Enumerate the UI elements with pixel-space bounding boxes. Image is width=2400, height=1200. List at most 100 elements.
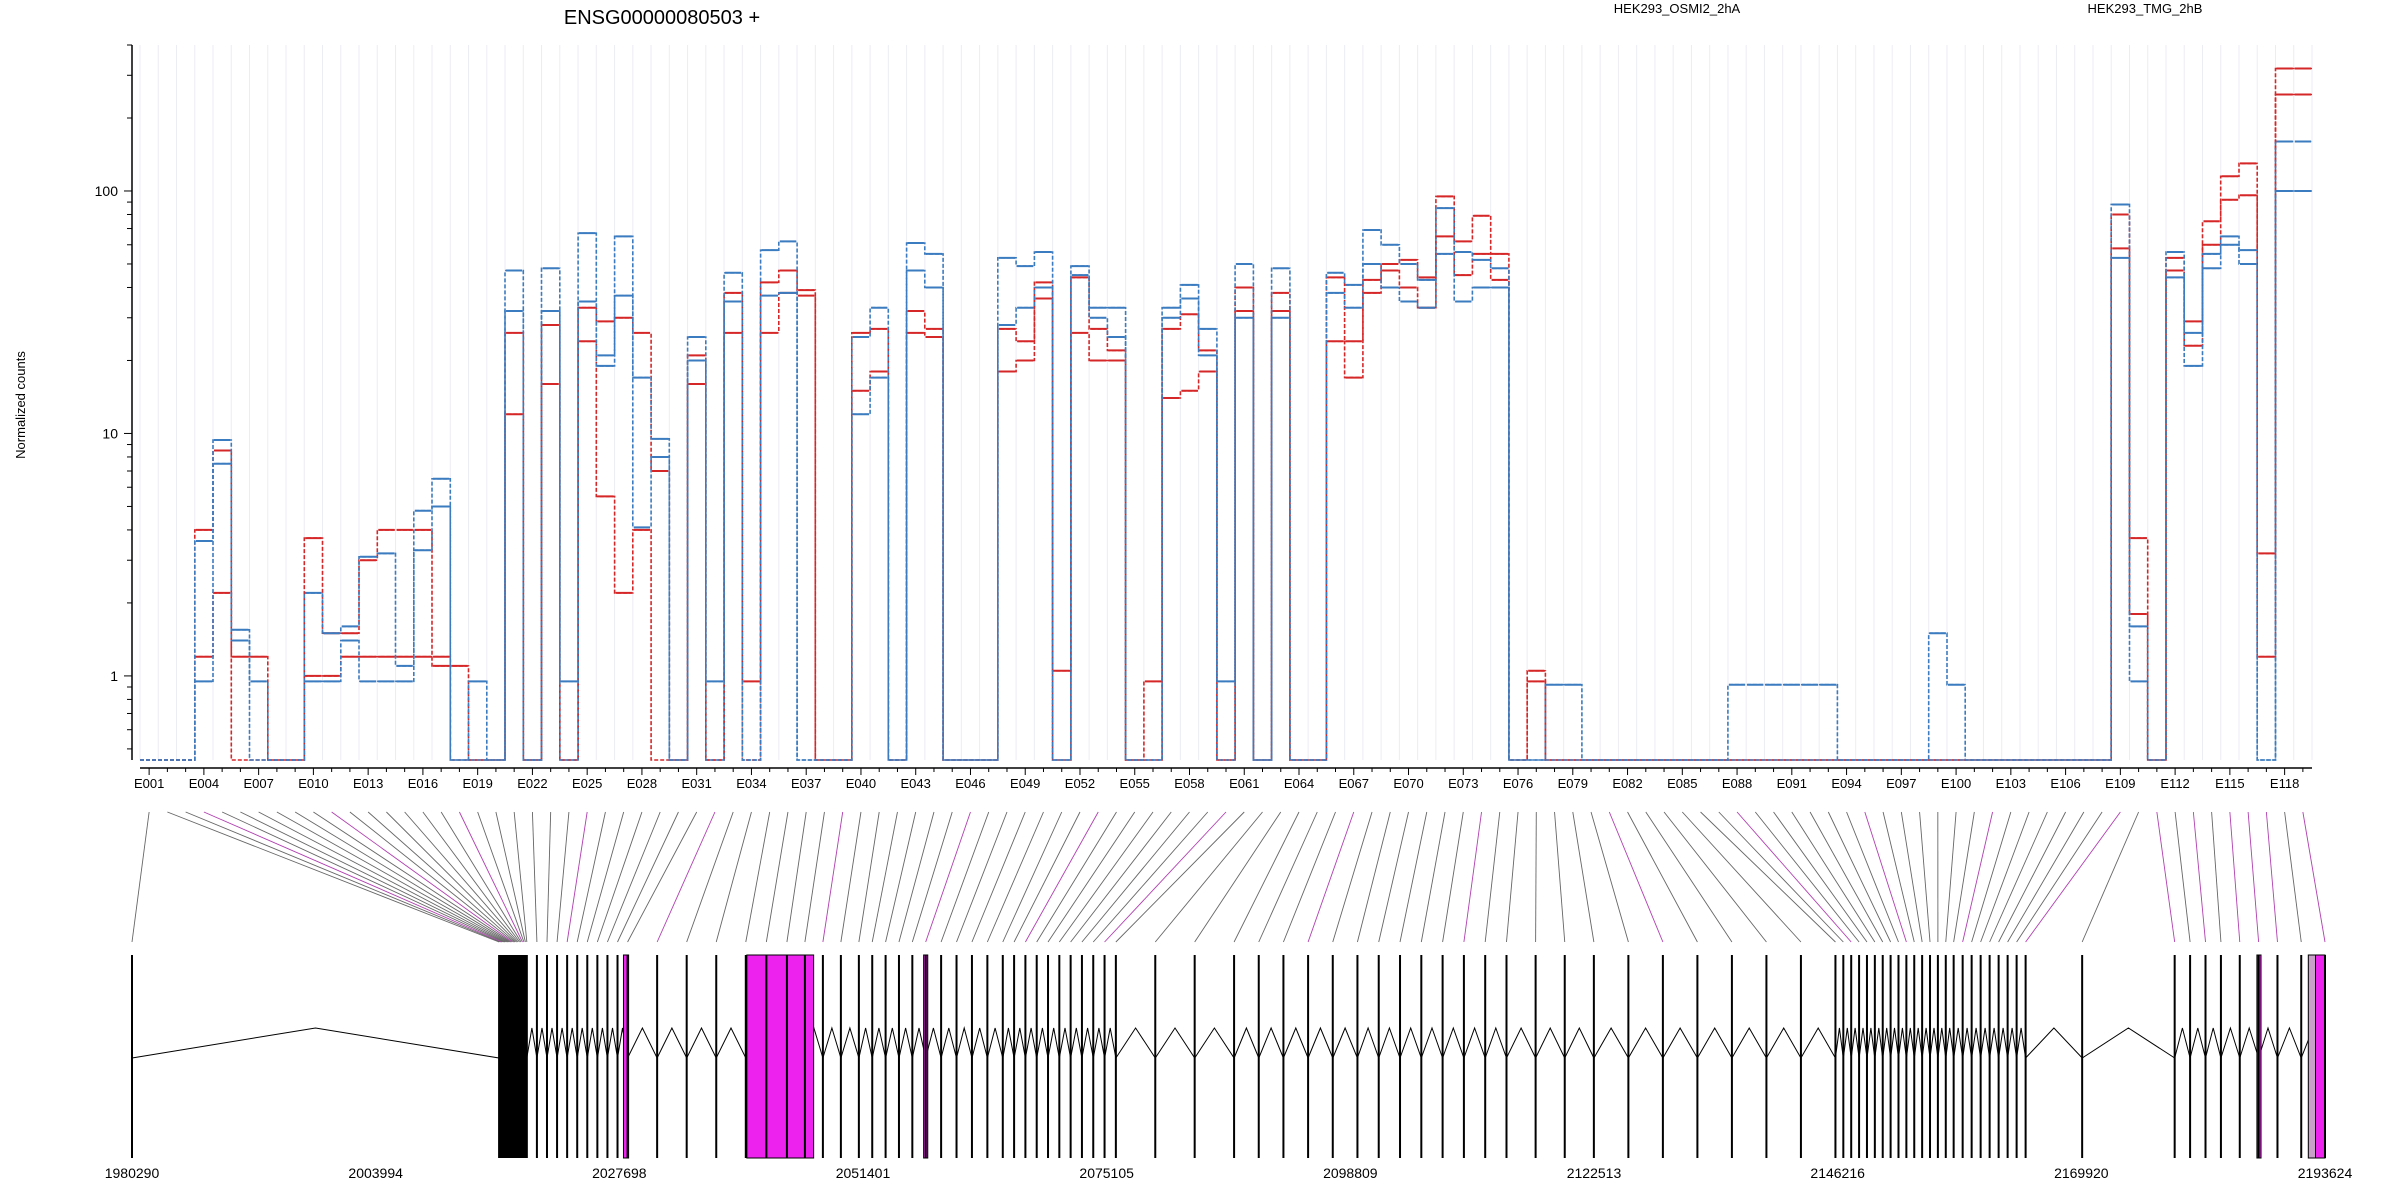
exon-connector bbox=[1484, 811, 1501, 943]
exon-connector bbox=[1980, 811, 2030, 943]
chart-title: ENSG00000080503 + bbox=[564, 7, 760, 29]
genomic-tick-label: 2075105 bbox=[1079, 1165, 1134, 1181]
series-line-osmi_high bbox=[140, 67, 2312, 761]
exon-connector bbox=[2025, 811, 2121, 943]
x-tick-label: E058 bbox=[1174, 776, 1204, 791]
exon-connector bbox=[1420, 811, 1446, 943]
x-tick-label: E073 bbox=[1448, 776, 1478, 791]
exon-connector bbox=[898, 811, 935, 943]
exon-connector bbox=[1864, 811, 1907, 943]
exon-connector bbox=[2174, 811, 2191, 943]
x-tick-label: E115 bbox=[2215, 776, 2244, 791]
gene-model bbox=[131, 954, 2326, 1159]
exon-connector bbox=[1283, 811, 1336, 943]
exon-connector bbox=[1013, 811, 1081, 943]
intron-path bbox=[131, 1026, 2326, 1060]
exon-connector bbox=[804, 811, 825, 943]
exon-connector bbox=[167, 811, 500, 943]
exon-connector bbox=[1736, 811, 1852, 943]
exon-connector bbox=[1945, 811, 1957, 943]
exon-connector bbox=[1258, 811, 1318, 943]
exon-connector bbox=[1058, 811, 1154, 943]
x-tick-label: E016 bbox=[408, 776, 438, 791]
exon-block bbox=[2307, 954, 2317, 1159]
exon-connector bbox=[1399, 811, 1428, 943]
exon-connector bbox=[1809, 811, 1884, 943]
exon-connector bbox=[871, 811, 898, 943]
x-tick-label: E013 bbox=[353, 776, 383, 791]
exon-connector bbox=[404, 811, 519, 943]
exon-connector bbox=[556, 811, 570, 943]
exon-connector bbox=[1700, 811, 1836, 943]
exon-connector bbox=[745, 811, 771, 943]
exon-connector bbox=[765, 811, 789, 943]
exon-connector bbox=[1919, 811, 1931, 943]
exon-connector bbox=[2156, 811, 2176, 943]
exon-connector bbox=[576, 811, 606, 943]
series-line-tmg_high bbox=[140, 140, 2312, 761]
exon-connector bbox=[940, 811, 990, 943]
genomic-tick-label: 2051401 bbox=[836, 1165, 891, 1181]
exon-connector bbox=[1953, 811, 1975, 943]
legend-label-osmi: HEK293_OSMI2_2hA bbox=[1614, 1, 1741, 16]
exon-connector bbox=[686, 811, 734, 943]
exon-connector bbox=[1002, 811, 1063, 943]
exon-connector bbox=[1535, 811, 1537, 943]
exon-connector bbox=[2247, 811, 2260, 943]
exon-connector bbox=[349, 811, 514, 943]
exon-connector bbox=[1081, 811, 1190, 943]
exon-connector bbox=[2211, 811, 2222, 943]
exon-connector bbox=[1681, 811, 1802, 943]
exon-connector bbox=[294, 811, 510, 943]
exon-connector bbox=[258, 811, 507, 943]
exon-connector bbox=[1962, 811, 1994, 943]
exon-connector bbox=[1115, 811, 1245, 943]
x-tick-label: E019 bbox=[462, 776, 492, 791]
exon-axis: E001 E004 E007 E010 E013 E016 E019 E022 E025 E028… bbox=[134, 767, 2312, 791]
exon-connector bbox=[1104, 811, 1227, 943]
exon-connector bbox=[131, 811, 150, 943]
x-tick-label: E052 bbox=[1065, 776, 1095, 791]
exon-connectors bbox=[131, 811, 2326, 943]
x-tick-label: E004 bbox=[189, 776, 219, 791]
exon-connector bbox=[617, 811, 679, 943]
exon-connector bbox=[1718, 811, 1844, 943]
exon-connector bbox=[1506, 811, 1519, 943]
exon-connector bbox=[1590, 811, 1629, 943]
exon-connector bbox=[858, 811, 880, 943]
x-tick-label: E112 bbox=[2160, 776, 2189, 791]
exon-connector bbox=[1627, 811, 1698, 943]
exon-connector bbox=[1154, 811, 1263, 943]
y-tick-label: 100 bbox=[95, 183, 119, 199]
exon-connector bbox=[566, 811, 588, 943]
highlighted-exon bbox=[622, 954, 630, 1159]
genomic-tick-label: 2098809 bbox=[1323, 1165, 1378, 1181]
exon-connector bbox=[596, 811, 643, 943]
exon-connector bbox=[2265, 811, 2278, 943]
exon-connector bbox=[607, 811, 661, 943]
x-tick-label: E076 bbox=[1503, 776, 1533, 791]
exon-connector bbox=[1554, 811, 1566, 943]
genomic-tick-label: 1980290 bbox=[105, 1165, 160, 1181]
exon-connector bbox=[1754, 811, 1860, 943]
exon-connector bbox=[1070, 811, 1172, 943]
exon-connector bbox=[203, 811, 503, 943]
y-tick-label: 10 bbox=[102, 425, 118, 441]
exon-connector bbox=[1092, 811, 1209, 943]
x-tick-label: E097 bbox=[1886, 776, 1916, 791]
exon-connector bbox=[885, 811, 917, 943]
exon-connector bbox=[2007, 811, 2085, 943]
x-tick-label: E079 bbox=[1558, 776, 1588, 791]
exon-connector bbox=[331, 811, 513, 943]
plot-series bbox=[140, 67, 2312, 761]
exon-connector bbox=[840, 811, 862, 943]
x-tick-label: E094 bbox=[1831, 776, 1861, 791]
x-tick-label: E082 bbox=[1612, 776, 1642, 791]
exon-connector bbox=[1608, 811, 1664, 943]
exon-connector bbox=[477, 811, 525, 943]
exon-connector bbox=[1307, 811, 1355, 943]
exon-connector bbox=[627, 811, 698, 943]
x-tick-label: E007 bbox=[243, 776, 273, 791]
genomic-tick-label: 2003994 bbox=[348, 1165, 403, 1181]
x-tick-label: E010 bbox=[298, 776, 328, 791]
